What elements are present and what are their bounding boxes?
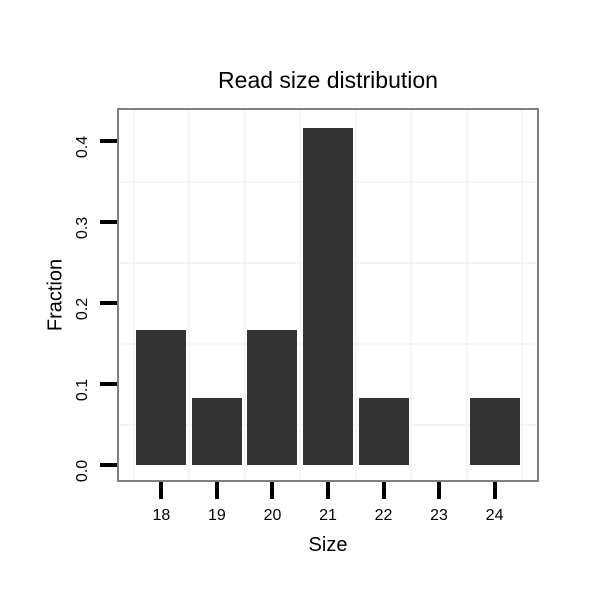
minor-gridline-vertical: [465, 108, 468, 482]
x-tick-23: [437, 482, 442, 499]
minor-gridline-vertical: [132, 108, 135, 482]
x-tick-label-20: 20: [263, 507, 282, 524]
bar-size-19: [191, 397, 242, 465]
x-tick-18: [159, 482, 164, 499]
bar-size-18: [136, 330, 187, 465]
x-tick-label-21: 21: [319, 507, 337, 524]
y-tick-0.3: [100, 220, 117, 225]
y-tick-label-0.2: 0.2: [74, 297, 91, 321]
y-tick-0.1: [100, 382, 117, 387]
x-tick-19: [214, 482, 219, 499]
bar-size-24: [469, 397, 520, 465]
y-tick-0.0: [100, 463, 117, 467]
minor-gridline-vertical: [521, 108, 524, 482]
x-tick-label-19: 19: [208, 507, 226, 524]
bar-size-22: [358, 397, 409, 465]
minor-gridline-vertical: [410, 108, 413, 482]
x-tick-20: [270, 482, 275, 499]
y-axis-title: Fraction: [44, 258, 67, 332]
y-tick-label-0.1: 0.1: [74, 378, 91, 402]
minor-gridline-vertical: [188, 108, 191, 482]
x-tick-label-18: 18: [152, 507, 171, 524]
x-tick-22: [381, 482, 386, 499]
plot-panel: [117, 108, 539, 482]
bar-size-21: [303, 127, 353, 465]
minor-gridline-vertical: [299, 108, 302, 482]
y-tick-0.2: [100, 301, 117, 306]
x-tick-label-23: 23: [430, 507, 448, 524]
minor-gridline-vertical: [243, 108, 246, 482]
y-tick-label-0.0: 0.0: [74, 459, 91, 483]
chart-title: Read size distribution: [218, 67, 438, 93]
y-tick-label-0.3: 0.3: [74, 217, 91, 240]
x-tick-21: [326, 482, 330, 499]
x-tick-label-24: 24: [485, 507, 504, 524]
x-tick-label-22: 22: [374, 507, 393, 524]
y-tick-label-0.4: 0.4: [74, 136, 91, 159]
minor-gridline-vertical: [354, 108, 357, 482]
y-tick-0.4: [100, 139, 117, 144]
x-tick-24: [492, 482, 497, 499]
x-axis-title: Size: [308, 534, 348, 556]
bar-size-20: [247, 330, 298, 465]
